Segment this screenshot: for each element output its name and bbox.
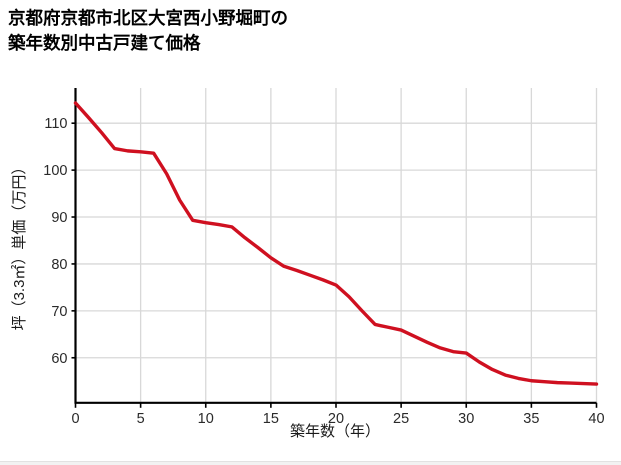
x-axis-label: 築年数（年） bbox=[290, 422, 380, 440]
y-axis-label: 坪（3.3㎡）単価（万円） bbox=[11, 160, 28, 331]
data-series-group bbox=[73, 101, 599, 386]
x-tick-label: 0 bbox=[71, 411, 79, 427]
x-tick-label: 40 bbox=[588, 411, 604, 427]
chart-title: 京都府京都市北区大宮西小野堀町の 築年数別中古戸建て価格 bbox=[8, 8, 288, 53]
x-tick-label: 30 bbox=[458, 411, 474, 427]
y-tick-label: 110 bbox=[44, 116, 67, 132]
x-tick-label: 5 bbox=[137, 411, 145, 427]
ticklabels-group: 60 70 80 90 100 110 0 5 10 15 20 25 30 35 40 bbox=[43, 116, 604, 427]
ticks-group bbox=[71, 122, 598, 408]
x-tick-label: 25 bbox=[393, 411, 409, 427]
y-tick-label: 80 bbox=[51, 257, 67, 273]
y-tick-label: 60 bbox=[51, 351, 67, 367]
x-tick-label: 10 bbox=[198, 411, 214, 427]
data-line-series bbox=[73, 101, 599, 386]
y-tick-label: 70 bbox=[51, 304, 67, 320]
x-tick-label: 20 bbox=[328, 411, 344, 427]
y-tick-label: 90 bbox=[51, 210, 67, 226]
window-bottom-strip bbox=[0, 461, 621, 465]
x-tick-label: 15 bbox=[263, 411, 279, 427]
x-tick-label: 35 bbox=[523, 411, 539, 427]
y-tick-label: 100 bbox=[43, 163, 67, 179]
gridlines-group bbox=[75, 88, 598, 403]
